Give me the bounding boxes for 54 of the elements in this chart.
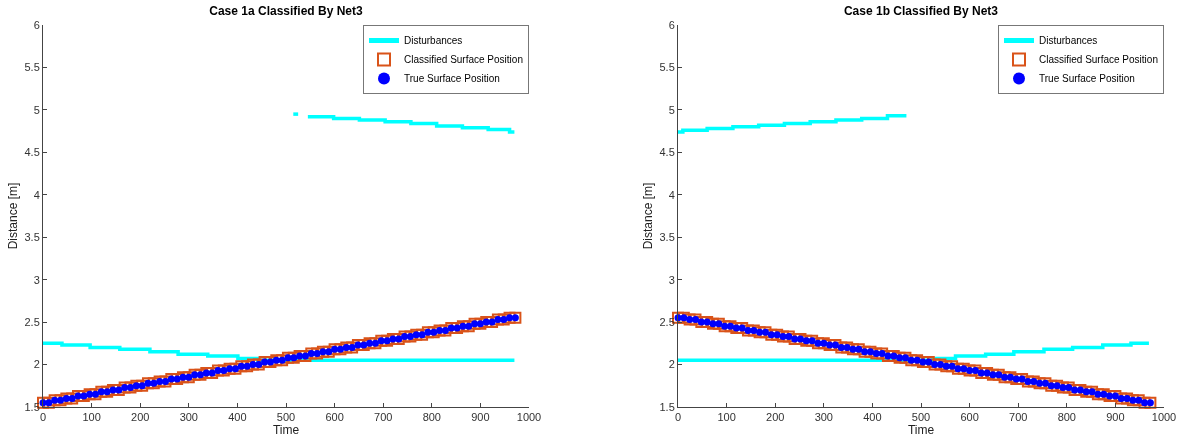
x-tick-label: 300 (179, 411, 198, 424)
x-tick-label: 400 (863, 411, 882, 424)
y-tick-label: 4.5 (24, 146, 40, 159)
x-axis-title: Time (272, 423, 300, 438)
legend-label: Disturbances (404, 35, 463, 47)
y-tick-label: 2 (33, 358, 40, 371)
x-tick-label: 800 (422, 411, 441, 424)
chart-title: Case 1b Classified By Net3 (843, 4, 999, 19)
y-tick-label: 3 (668, 273, 675, 286)
y-tick-label: 5 (668, 103, 675, 116)
x-tick-label: 600 (960, 411, 979, 424)
y-tick-label: 3.5 (659, 231, 675, 244)
x-tick-label: 900 (1106, 411, 1125, 424)
x-tick-label: 700 (374, 411, 393, 424)
legend-label: Disturbances (1039, 35, 1098, 47)
legend-label: True Surface Position (1039, 73, 1135, 85)
x-tick-label: 0 (674, 411, 682, 424)
y-tick-label: 3 (33, 273, 40, 286)
y-axis-title: Distance [m] (640, 182, 655, 250)
legend-label: Classified Surface Position (1039, 54, 1158, 66)
x-tick-label: 700 (1009, 411, 1028, 424)
x-tick-label: 100 (82, 411, 101, 424)
x-tick-label: 400 (228, 411, 247, 424)
x-tick-label: 200 (766, 411, 785, 424)
y-tick-label: 6 (668, 18, 675, 31)
x-tick-label: 900 (471, 411, 490, 424)
x-tick-label: 800 (1057, 411, 1076, 424)
x-tick-label: 500 (276, 411, 296, 424)
x-tick-label: 0 (39, 411, 47, 424)
legend-label: True Surface Position (404, 73, 500, 85)
y-tick-label: 5.5 (659, 61, 675, 74)
y-tick-label: 2 (668, 358, 675, 371)
x-tick-label: 200 (131, 411, 150, 424)
x-tick-label: 300 (814, 411, 833, 424)
y-tick-label: 6 (33, 18, 40, 31)
y-tick-label: 2.5 (24, 315, 40, 328)
x-tick-label: 600 (325, 411, 344, 424)
y-tick-label: 5.5 (24, 61, 40, 74)
y-tick-label: 5 (33, 103, 40, 116)
x-tick-label: 500 (911, 411, 931, 424)
y-tick-label: 2.5 (659, 315, 675, 328)
y-tick-label: 4 (668, 188, 675, 201)
x-tick-label: 1000 (1151, 411, 1177, 424)
y-tick-label: 4 (33, 188, 40, 201)
y-tick-label: 3.5 (24, 231, 40, 244)
legend-label: Classified Surface Position (404, 54, 523, 66)
x-tick-label: 100 (717, 411, 736, 424)
x-axis-title: Time (907, 423, 935, 438)
y-tick-label: 4.5 (659, 146, 675, 159)
chart-title: Case 1a Classified By Net3 (209, 4, 364, 19)
x-tick-label: 1000 (516, 411, 542, 424)
y-tick-label: 1.5 (659, 400, 675, 413)
y-axis-title: Distance [m] (5, 182, 20, 250)
y-tick-label: 1.5 (24, 400, 40, 413)
